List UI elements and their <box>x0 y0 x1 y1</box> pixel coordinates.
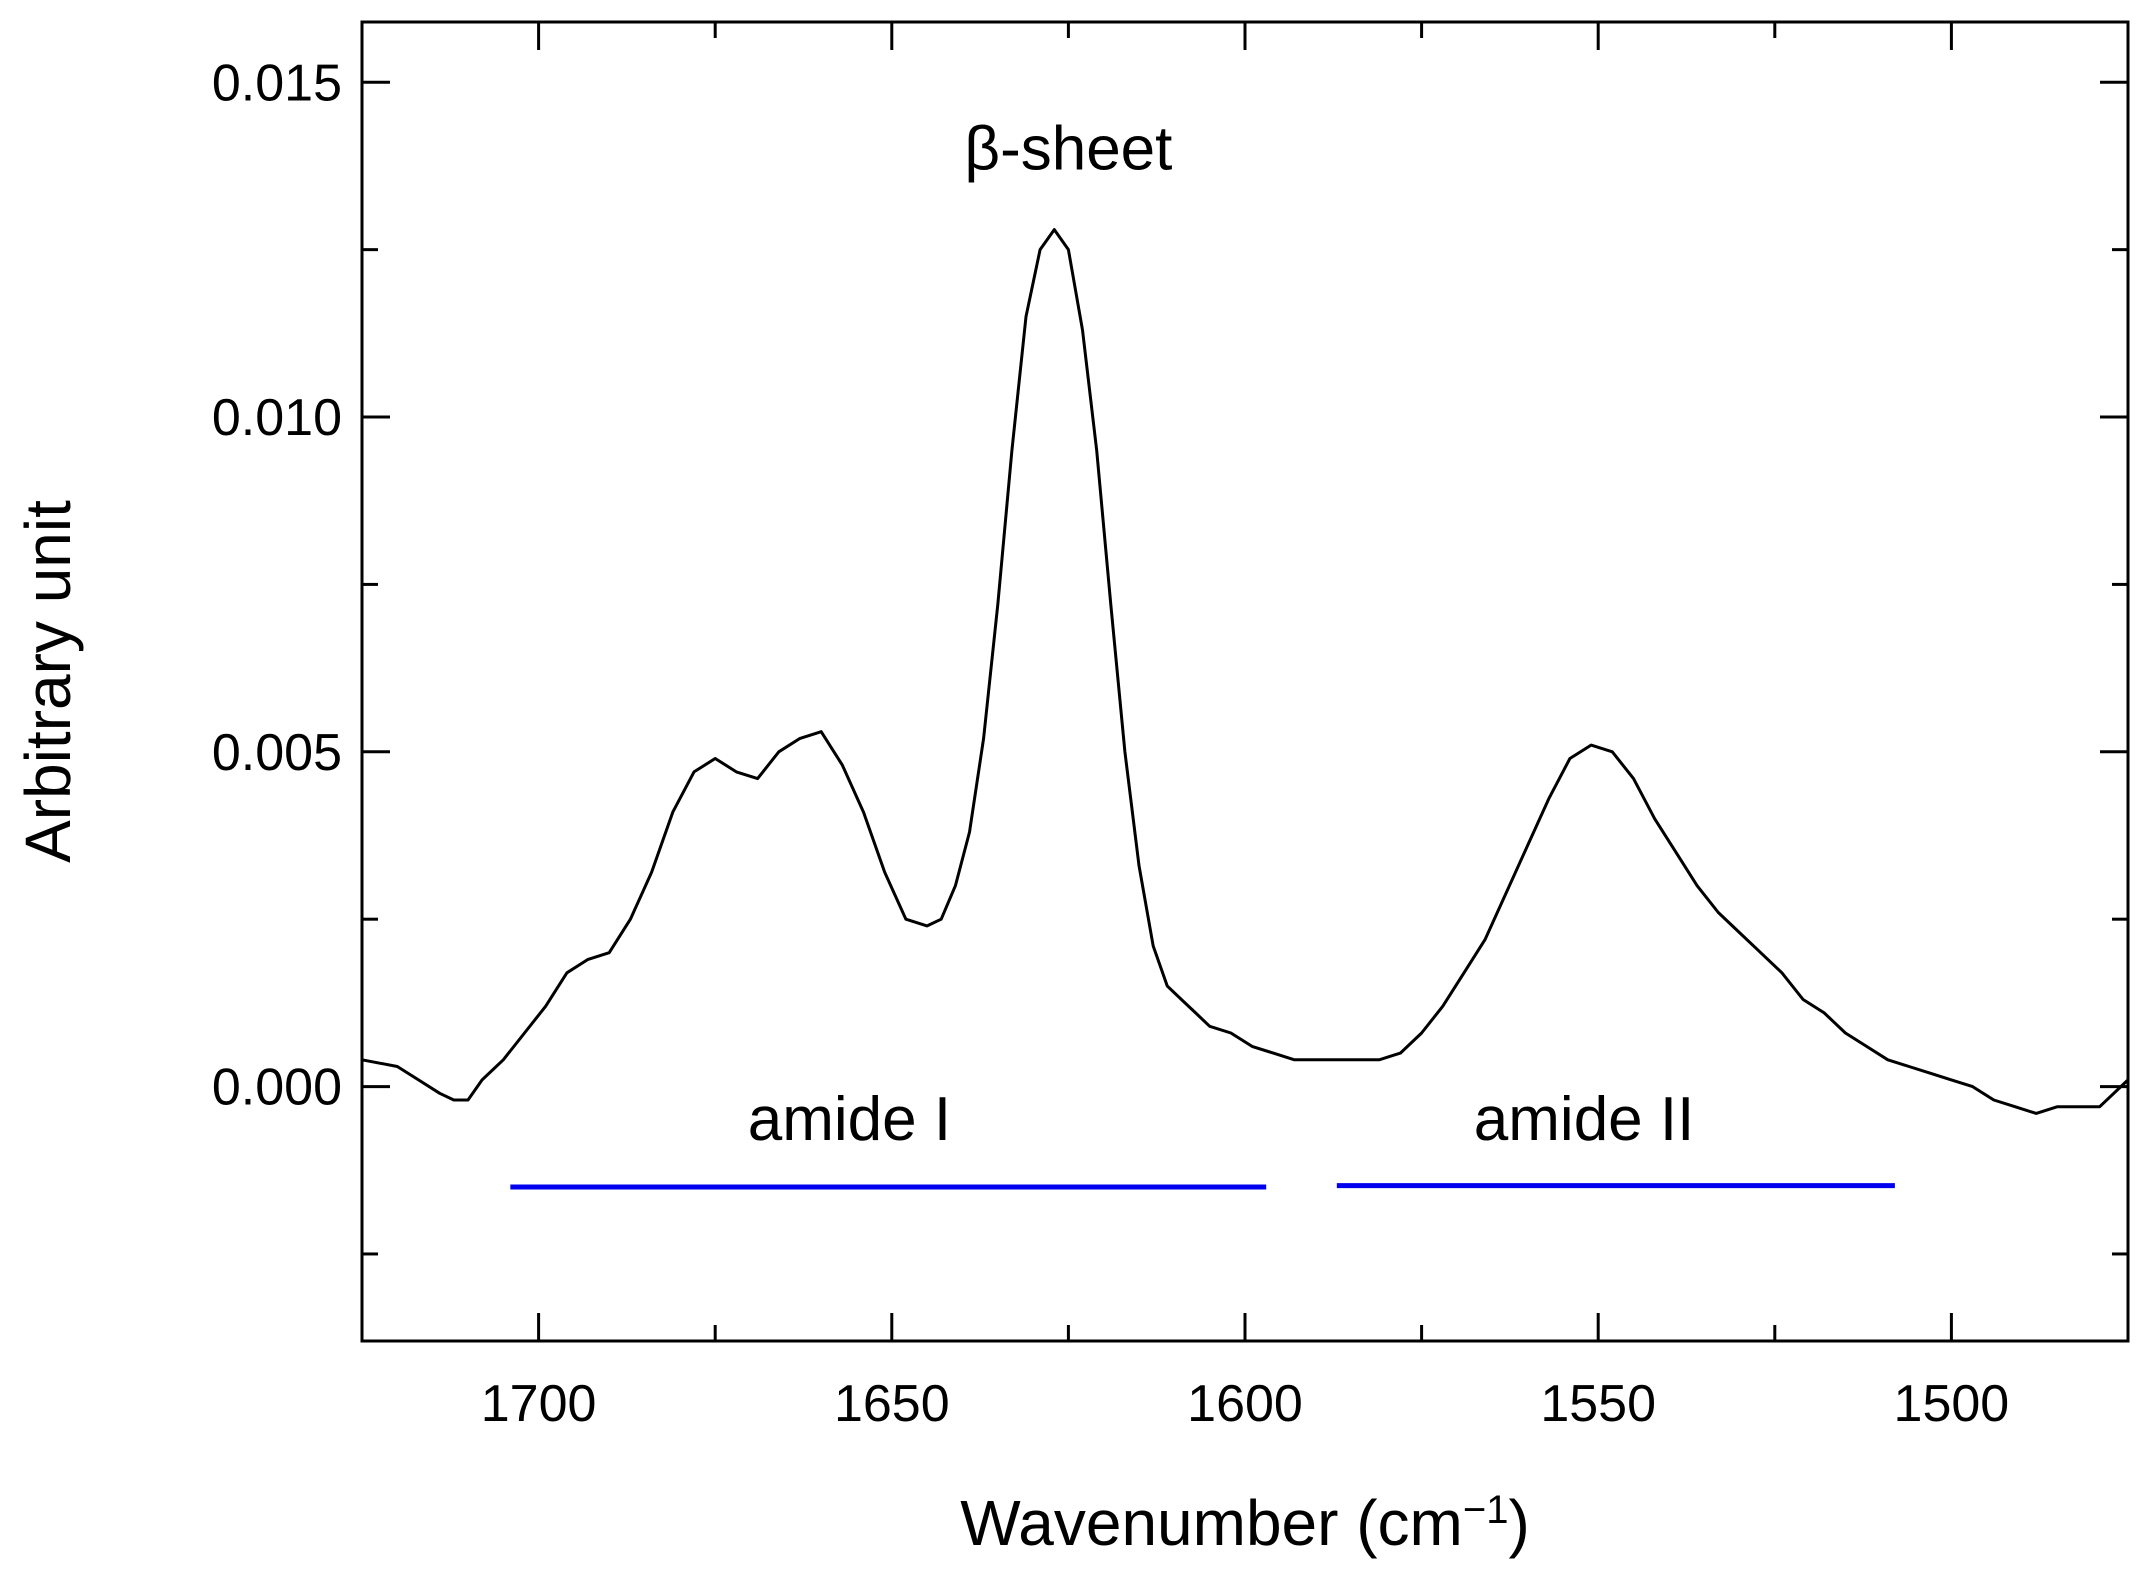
series-group <box>361 228 2130 1115</box>
plot-frame <box>360 20 2130 1343</box>
x-tick-label: 1500 <box>1894 1375 2010 1433</box>
y-tick-label: 0.015 <box>212 54 342 112</box>
x-tick-label: 1600 <box>1187 1375 1303 1433</box>
series-line-spectrum <box>361 228 2130 1115</box>
x-axis-title-sup: −1 <box>1463 1488 1509 1532</box>
x-tick-label: 1700 <box>481 1375 597 1433</box>
y-axis-title: Arbitrary unit <box>12 500 84 863</box>
x-axis-title-close: ) <box>1508 1487 1529 1559</box>
range-lines <box>510 1183 1895 1190</box>
y-tick-label: 0.005 <box>212 724 342 782</box>
axis-ticks <box>360 22 2130 1341</box>
y-tick-label: 0.000 <box>212 1059 342 1117</box>
x-tick-label: 1550 <box>1540 1375 1656 1433</box>
annotations: β-sheet amide I amide II <box>748 114 1695 1154</box>
y-tick-labels: 0.000 0.005 0.010 0.015 <box>212 54 342 1116</box>
x-tick-labels: 1700 1650 1600 1550 1500 <box>481 1375 2009 1433</box>
annotation-label: β-sheet <box>964 114 1172 183</box>
annotation-label: amide II <box>1474 1085 1695 1154</box>
y-tick-label: 0.010 <box>212 389 342 447</box>
x-axis-title-main: Wavenumber (cm <box>960 1487 1463 1559</box>
x-tick-label: 1650 <box>834 1375 950 1433</box>
x-axis-title: Wavenumber (cm−1) <box>960 1487 1530 1559</box>
annotation-label: amide I <box>748 1085 951 1154</box>
